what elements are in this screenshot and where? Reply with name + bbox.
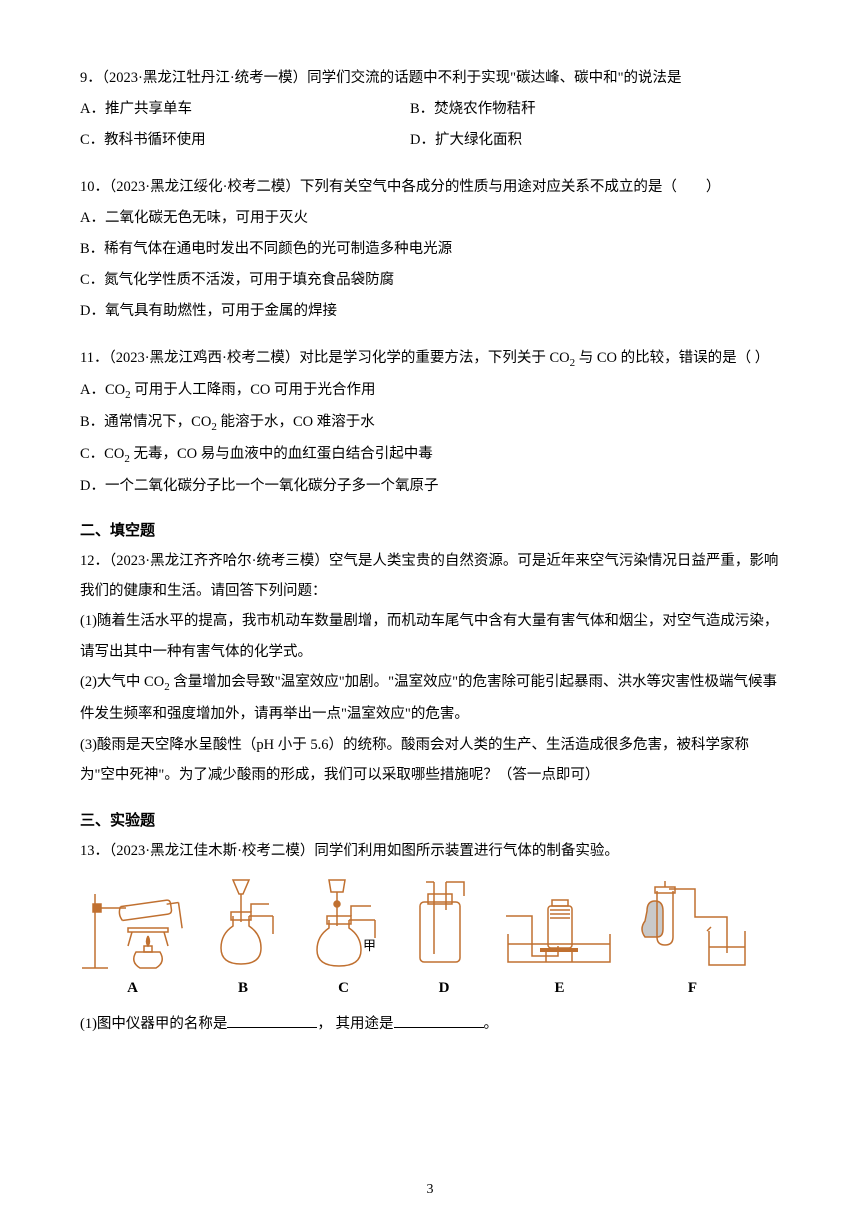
section-fill-title: 二、填空题 bbox=[80, 519, 780, 540]
q9-opt-d: D．扩大绿化面积 bbox=[410, 126, 522, 155]
apparatus-f-label: F bbox=[688, 973, 697, 1005]
q10-stem: 10．（2023·黑龙江绥化·校考二模）下列有关空气中各成分的性质与用途对应关系… bbox=[80, 173, 780, 202]
question-10: 10．（2023·黑龙江绥化·校考二模）下列有关空气中各成分的性质与用途对应关系… bbox=[80, 173, 780, 326]
q10-opt-a: A．二氧化碳无色无味，可用于灭火 bbox=[80, 204, 780, 233]
q13-stem: 13．（2023·黑龙江佳木斯·校考二模）同学们利用如图所示装置进行气体的制备实… bbox=[80, 836, 780, 866]
apparatus-e: E bbox=[502, 886, 617, 1005]
q9-stem: 9．（2023·黑龙江牡丹江·统考一模）同学们交流的话题中不利于实现"碳达峰、碳… bbox=[80, 64, 780, 93]
q10-opt-b: B．稀有气体在通电时发出不同颜色的光可制造多种电光源 bbox=[80, 235, 780, 264]
q12-stem: 12．（2023·黑龙江齐齐哈尔·统考三模）空气是人类宝贵的自然资源。可是近年来… bbox=[80, 546, 780, 607]
apparatus-b: B bbox=[203, 876, 283, 1005]
q12-p3: (3)酸雨是天空降水呈酸性（pH 小于 5.6）的统称。酸雨会对人类的生产、生活… bbox=[80, 730, 780, 791]
section-experiment-title: 三、实验题 bbox=[80, 809, 780, 830]
question-12: 12．（2023·黑龙江齐齐哈尔·统考三模）空气是人类宝贵的自然资源。可是近年来… bbox=[80, 546, 780, 791]
apparatus-f: F bbox=[635, 881, 750, 1005]
question-13: 13．（2023·黑龙江佳木斯·校考二模）同学们利用如图所示装置进行气体的制备实… bbox=[80, 836, 780, 1039]
q13-p1: (1)图中仪器甲的名称是， 其用途是。 bbox=[80, 1009, 780, 1039]
q9-opt-c: C．教科书循环使用 bbox=[80, 126, 410, 155]
question-11: 11．（2023·黑龙江鸡西·校考二模）对比是学习化学的重要方法，下列关于 CO… bbox=[80, 344, 780, 501]
blank-2 bbox=[394, 1013, 484, 1028]
q11-opt-c: C．CO2 无毒，CO 易与血液中的血红蛋白结合引起中毒 bbox=[80, 440, 780, 470]
apparatus-d: D bbox=[404, 876, 484, 1005]
apparatus-b-label: B bbox=[238, 973, 248, 1005]
q11-opt-b: B．通常情况下，CO2 能溶于水，CO 难溶于水 bbox=[80, 408, 780, 438]
question-9: 9．（2023·黑龙江牡丹江·统考一模）同学们交流的话题中不利于实现"碳达峰、碳… bbox=[80, 64, 780, 155]
q12-p1: (1)随着生活水平的提高，我市机动车数量剧增，而机动车尾气中含有大量有害气体和烟… bbox=[80, 606, 780, 667]
q9-opt-a: A．推广共享单车 bbox=[80, 95, 410, 124]
q12-p2: (2)大气中 CO2 含量增加会导致"温室效应"加剧。"温室效应"的危害除可能引… bbox=[80, 667, 780, 729]
apparatus-c: 甲 C bbox=[301, 876, 386, 1005]
apparatus-e-labelS: E bbox=[554, 973, 564, 1005]
apparatus-a-label: A bbox=[127, 973, 138, 1005]
q11-opt-a: A．CO2 可用于人工降雨，CO 可用于光合作用 bbox=[80, 376, 780, 406]
q10-opt-c: C．氮气化学性质不活泼，可用于填充食品袋防腐 bbox=[80, 266, 780, 295]
q9-opt-b: B．焚烧农作物秸秆 bbox=[410, 95, 536, 124]
q11-stem: 11．（2023·黑龙江鸡西·校考二模）对比是学习化学的重要方法，下列关于 CO… bbox=[80, 344, 780, 374]
apparatus-diagram: A B bbox=[80, 876, 780, 1005]
blank-1 bbox=[227, 1013, 317, 1028]
apparatus-d-label: D bbox=[439, 973, 450, 1005]
apparatus-c-label: C bbox=[338, 973, 349, 1005]
apparatus-a: A bbox=[80, 886, 185, 1005]
q11-opt-d: D．一个二氧化碳分子比一个一氧化碳分子多一个氧原子 bbox=[80, 472, 780, 501]
jia-label: 甲 bbox=[363, 938, 376, 953]
page-number: 3 bbox=[0, 1182, 860, 1198]
q10-opt-d: D．氧气具有助燃性，可用于金属的焊接 bbox=[80, 297, 780, 326]
